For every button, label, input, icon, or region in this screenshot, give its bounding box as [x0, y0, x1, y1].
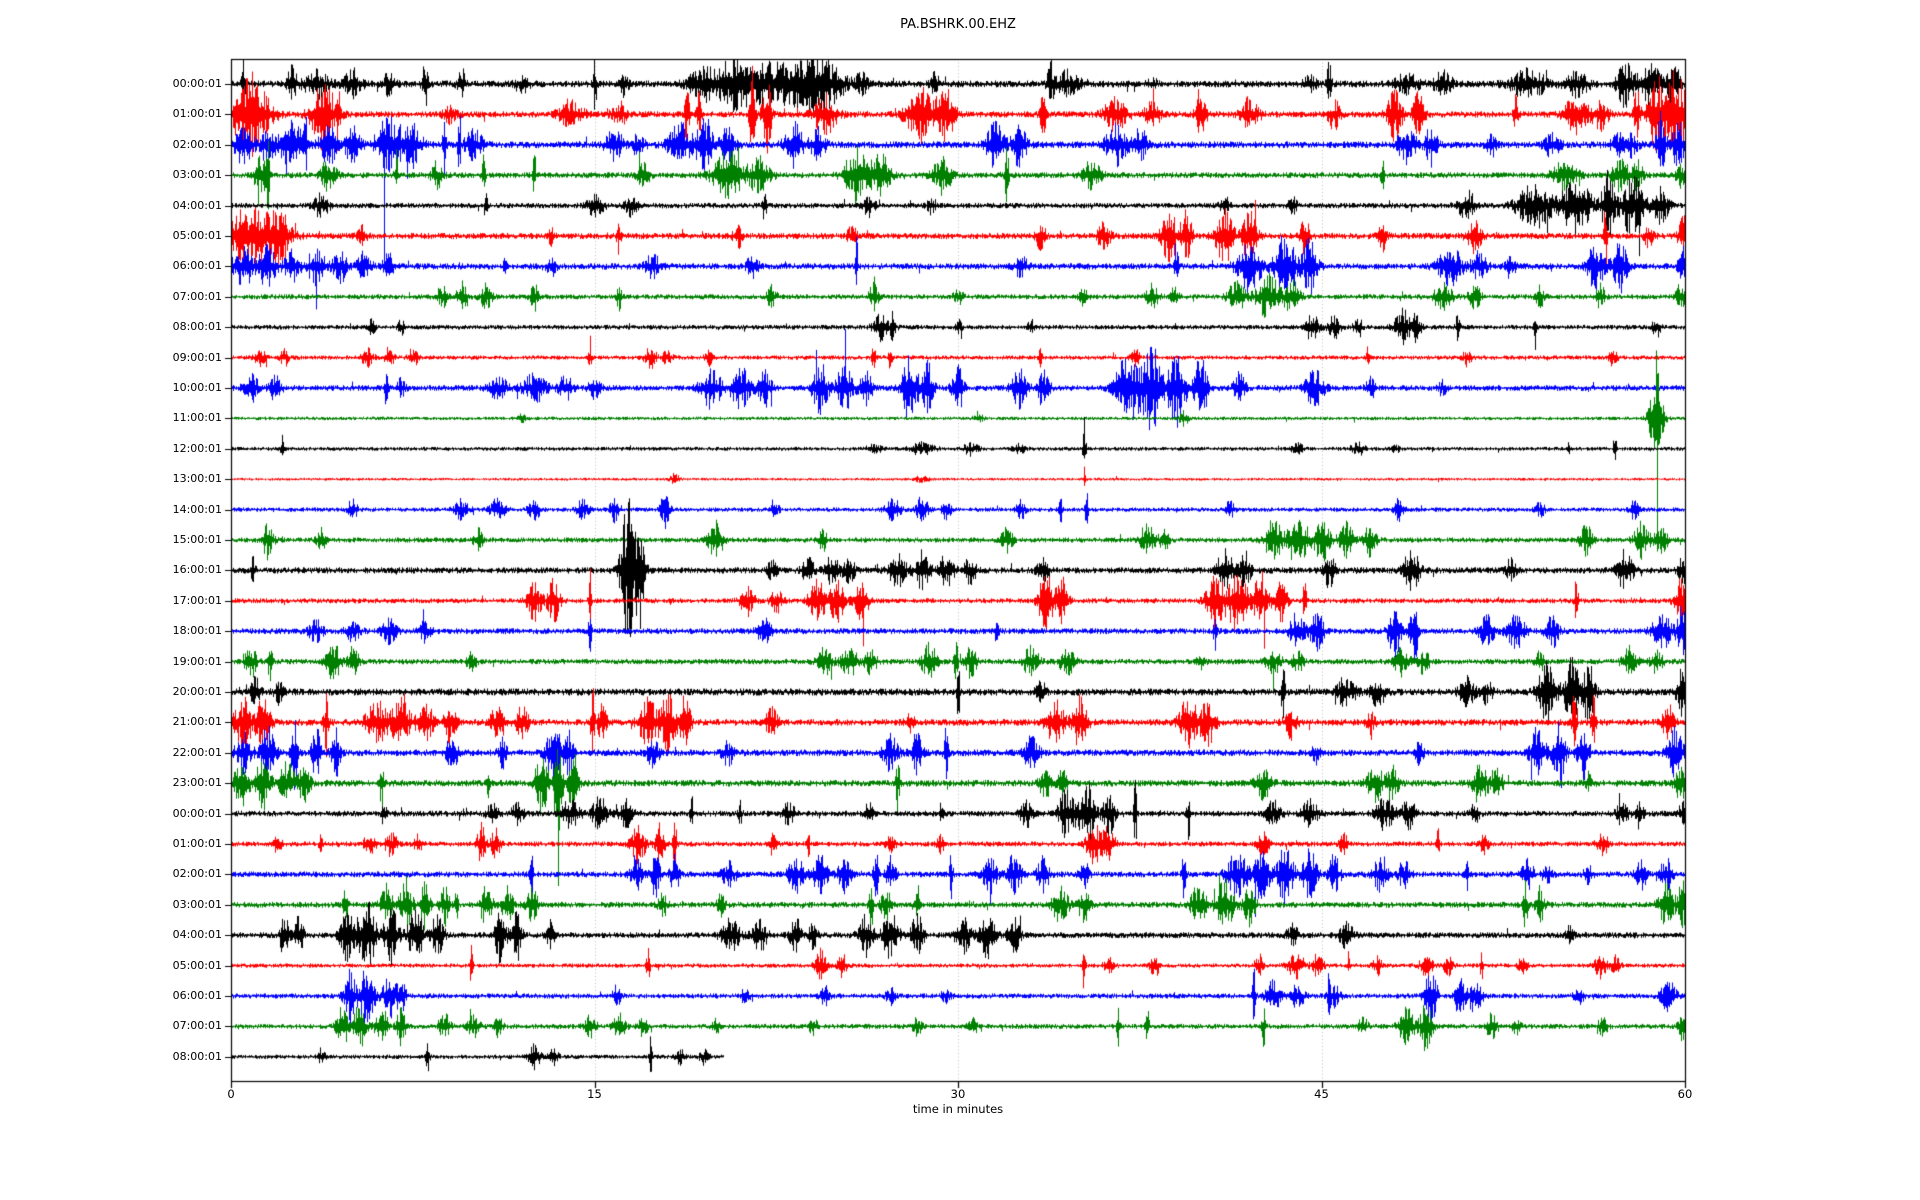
y-axis-label: 05:00:01	[172, 229, 222, 242]
y-axis-label: 21:00:01	[172, 715, 222, 729]
x-axis-tick-label: 60	[1677, 1087, 1693, 1101]
y-axis-label: 20:00:01	[172, 685, 222, 698]
y-axis-label: 07:00:01	[172, 289, 222, 303]
y-axis-label: 00:00:01	[172, 806, 222, 820]
y-axis-label: 14:00:01	[172, 502, 222, 516]
y-axis-label: 03:00:01	[172, 897, 222, 911]
y-axis-label: 22:00:01	[172, 745, 222, 759]
x-axis-title: time in minutes	[912, 1102, 1004, 1116]
chart-title: PA.BSHRK.00.EHZ	[900, 17, 1016, 32]
y-axis-label: 08:00:01	[172, 1049, 222, 1063]
y-axis-label: 02:00:01	[172, 867, 222, 881]
y-axis-label: 06:00:01	[172, 989, 222, 1002]
y-axis-label: 03:00:01	[172, 168, 222, 182]
y-axis-label: 09:00:01	[172, 350, 222, 364]
x-axis-tick-label: 30	[950, 1087, 966, 1101]
y-axis-label: 00:00:01	[172, 77, 222, 90]
y-axis-label: 10:00:01	[172, 381, 222, 394]
y-axis-label: 15:00:01	[172, 533, 222, 546]
y-axis-label: 13:00:01	[172, 472, 222, 486]
y-axis-label: 16:00:01	[172, 563, 222, 577]
y-axis-label: 04:00:01	[172, 198, 222, 212]
y-axis-label: 01:00:01	[172, 107, 222, 121]
y-axis-label: 17:00:01	[172, 593, 222, 607]
y-axis-label: 06:00:01	[172, 259, 222, 273]
y-axis-label: 12:00:01	[172, 441, 222, 455]
y-axis-label: 07:00:01	[172, 1019, 222, 1033]
x-axis-tick-label: 15	[587, 1087, 602, 1101]
y-axis-label: 11:00:01	[172, 411, 222, 425]
y-axis-label: 19:00:01	[172, 654, 222, 668]
y-axis-label: 01:00:01	[172, 837, 222, 850]
y-axis-label: 04:00:01	[172, 928, 222, 942]
y-axis-label: 02:00:01	[172, 137, 222, 151]
y-axis-label: 08:00:01	[172, 320, 222, 334]
y-axis-label: 23:00:01	[172, 776, 222, 790]
x-axis-tick-label: 0	[227, 1087, 235, 1101]
y-axis-label: 18:00:01	[172, 624, 222, 638]
y-axis-label: 05:00:01	[172, 958, 222, 972]
x-axis-tick-label: 45	[1314, 1087, 1329, 1101]
